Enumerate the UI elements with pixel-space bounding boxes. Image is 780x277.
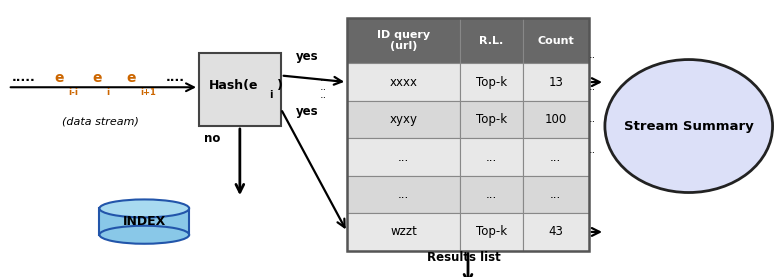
FancyBboxPatch shape — [460, 18, 523, 63]
Text: ID query
(url): ID query (url) — [377, 30, 431, 52]
Text: Top-k: Top-k — [476, 113, 507, 126]
Ellipse shape — [605, 60, 773, 193]
Ellipse shape — [100, 226, 189, 244]
FancyBboxPatch shape — [100, 208, 189, 235]
Text: ...: ... — [486, 188, 497, 201]
FancyBboxPatch shape — [347, 213, 460, 251]
Text: yes: yes — [296, 105, 319, 117]
Text: e: e — [55, 71, 64, 84]
Text: i: i — [106, 88, 109, 97]
FancyBboxPatch shape — [347, 138, 460, 176]
FancyBboxPatch shape — [460, 101, 523, 138]
Text: e: e — [92, 71, 101, 84]
Ellipse shape — [100, 199, 189, 217]
FancyBboxPatch shape — [523, 18, 589, 63]
Text: ...: ... — [550, 150, 562, 163]
Text: (data stream): (data stream) — [62, 117, 140, 127]
FancyBboxPatch shape — [460, 213, 523, 251]
Text: ...: ... — [550, 188, 562, 201]
Text: ...: ... — [398, 150, 410, 163]
Text: Top-k: Top-k — [476, 225, 507, 238]
Text: 100: 100 — [544, 113, 567, 126]
Text: Results list: Results list — [427, 251, 501, 264]
Text: Hash(e: Hash(e — [209, 79, 258, 92]
Text: .....: ..... — [12, 71, 35, 84]
Text: ....: .... — [166, 71, 185, 84]
Text: i-i: i-i — [69, 88, 79, 97]
FancyBboxPatch shape — [523, 213, 589, 251]
FancyBboxPatch shape — [460, 138, 523, 176]
Text: Count: Count — [537, 36, 574, 46]
Text: ): ) — [277, 79, 283, 92]
Text: i+1: i+1 — [140, 88, 156, 97]
FancyBboxPatch shape — [523, 63, 589, 101]
FancyBboxPatch shape — [523, 176, 589, 213]
Text: INDEX: INDEX — [122, 215, 166, 228]
Text: Top-k: Top-k — [476, 76, 507, 89]
Text: ..: .. — [589, 82, 596, 92]
Text: xxxx: xxxx — [390, 76, 417, 89]
Text: ..: .. — [320, 90, 328, 101]
FancyBboxPatch shape — [347, 18, 460, 63]
FancyBboxPatch shape — [523, 101, 589, 138]
Text: yes: yes — [296, 50, 319, 63]
FancyBboxPatch shape — [460, 176, 523, 213]
Text: ..: .. — [589, 145, 596, 155]
Text: ..: .. — [320, 73, 328, 83]
Text: ...: ... — [486, 150, 497, 163]
Text: ..: .. — [320, 81, 328, 92]
Text: ..: .. — [589, 114, 596, 124]
Text: ...: ... — [398, 188, 410, 201]
FancyBboxPatch shape — [199, 53, 281, 126]
Text: wzzt: wzzt — [390, 225, 417, 238]
FancyBboxPatch shape — [347, 63, 460, 101]
Text: ..: .. — [589, 50, 596, 60]
FancyBboxPatch shape — [347, 176, 460, 213]
Text: 13: 13 — [548, 76, 563, 89]
Text: R.L.: R.L. — [479, 36, 504, 46]
Text: 43: 43 — [548, 225, 563, 238]
Text: xyxy: xyxy — [390, 113, 417, 126]
Text: no: no — [204, 132, 220, 145]
Text: i: i — [269, 90, 273, 100]
Text: Stream Summary: Stream Summary — [624, 120, 753, 132]
FancyBboxPatch shape — [460, 63, 523, 101]
FancyBboxPatch shape — [523, 138, 589, 176]
FancyBboxPatch shape — [347, 101, 460, 138]
Text: e: e — [126, 71, 136, 84]
